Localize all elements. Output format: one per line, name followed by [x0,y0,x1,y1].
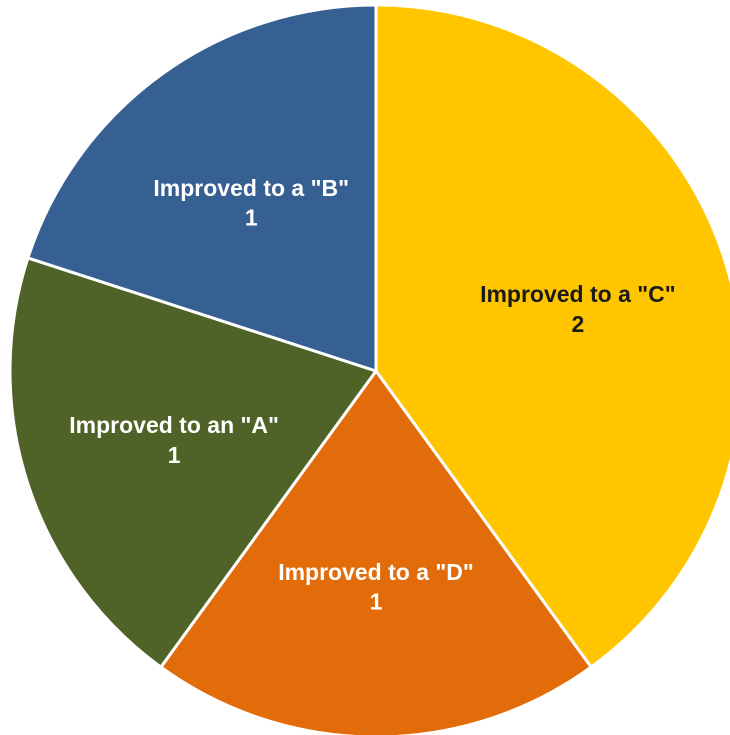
data-label-category: Improved to a "D" [278,559,474,585]
data-label-category: Improved to an "A" [69,412,279,438]
data-label-value: 1 [168,442,181,468]
data-label-improved-to-a-c: Improved to a "C" 2 [480,281,676,337]
data-label-category: Improved to a "C" [480,281,676,307]
pie-slice-improved-to-an-a [8,256,379,670]
slices-group [8,3,730,735]
data-label-improved-to-an-a: Improved to an "A" 1 [69,412,279,468]
data-label-value: 1 [370,589,383,615]
data-label-improved-to-a-d: Improved to a "D" 1 [278,559,474,615]
data-label-improved-to-a-b: Improved to a "B" 1 [153,175,349,231]
pie-slice-improved-to-a-d [158,368,594,735]
pie-slice-improved-to-a-b [26,3,378,374]
data-label-value: 2 [571,311,584,337]
pie-slice-improved-to-a-c [374,3,730,670]
data-label-value: 1 [245,205,258,231]
data-label-category: Improved to a "B" [153,175,349,201]
